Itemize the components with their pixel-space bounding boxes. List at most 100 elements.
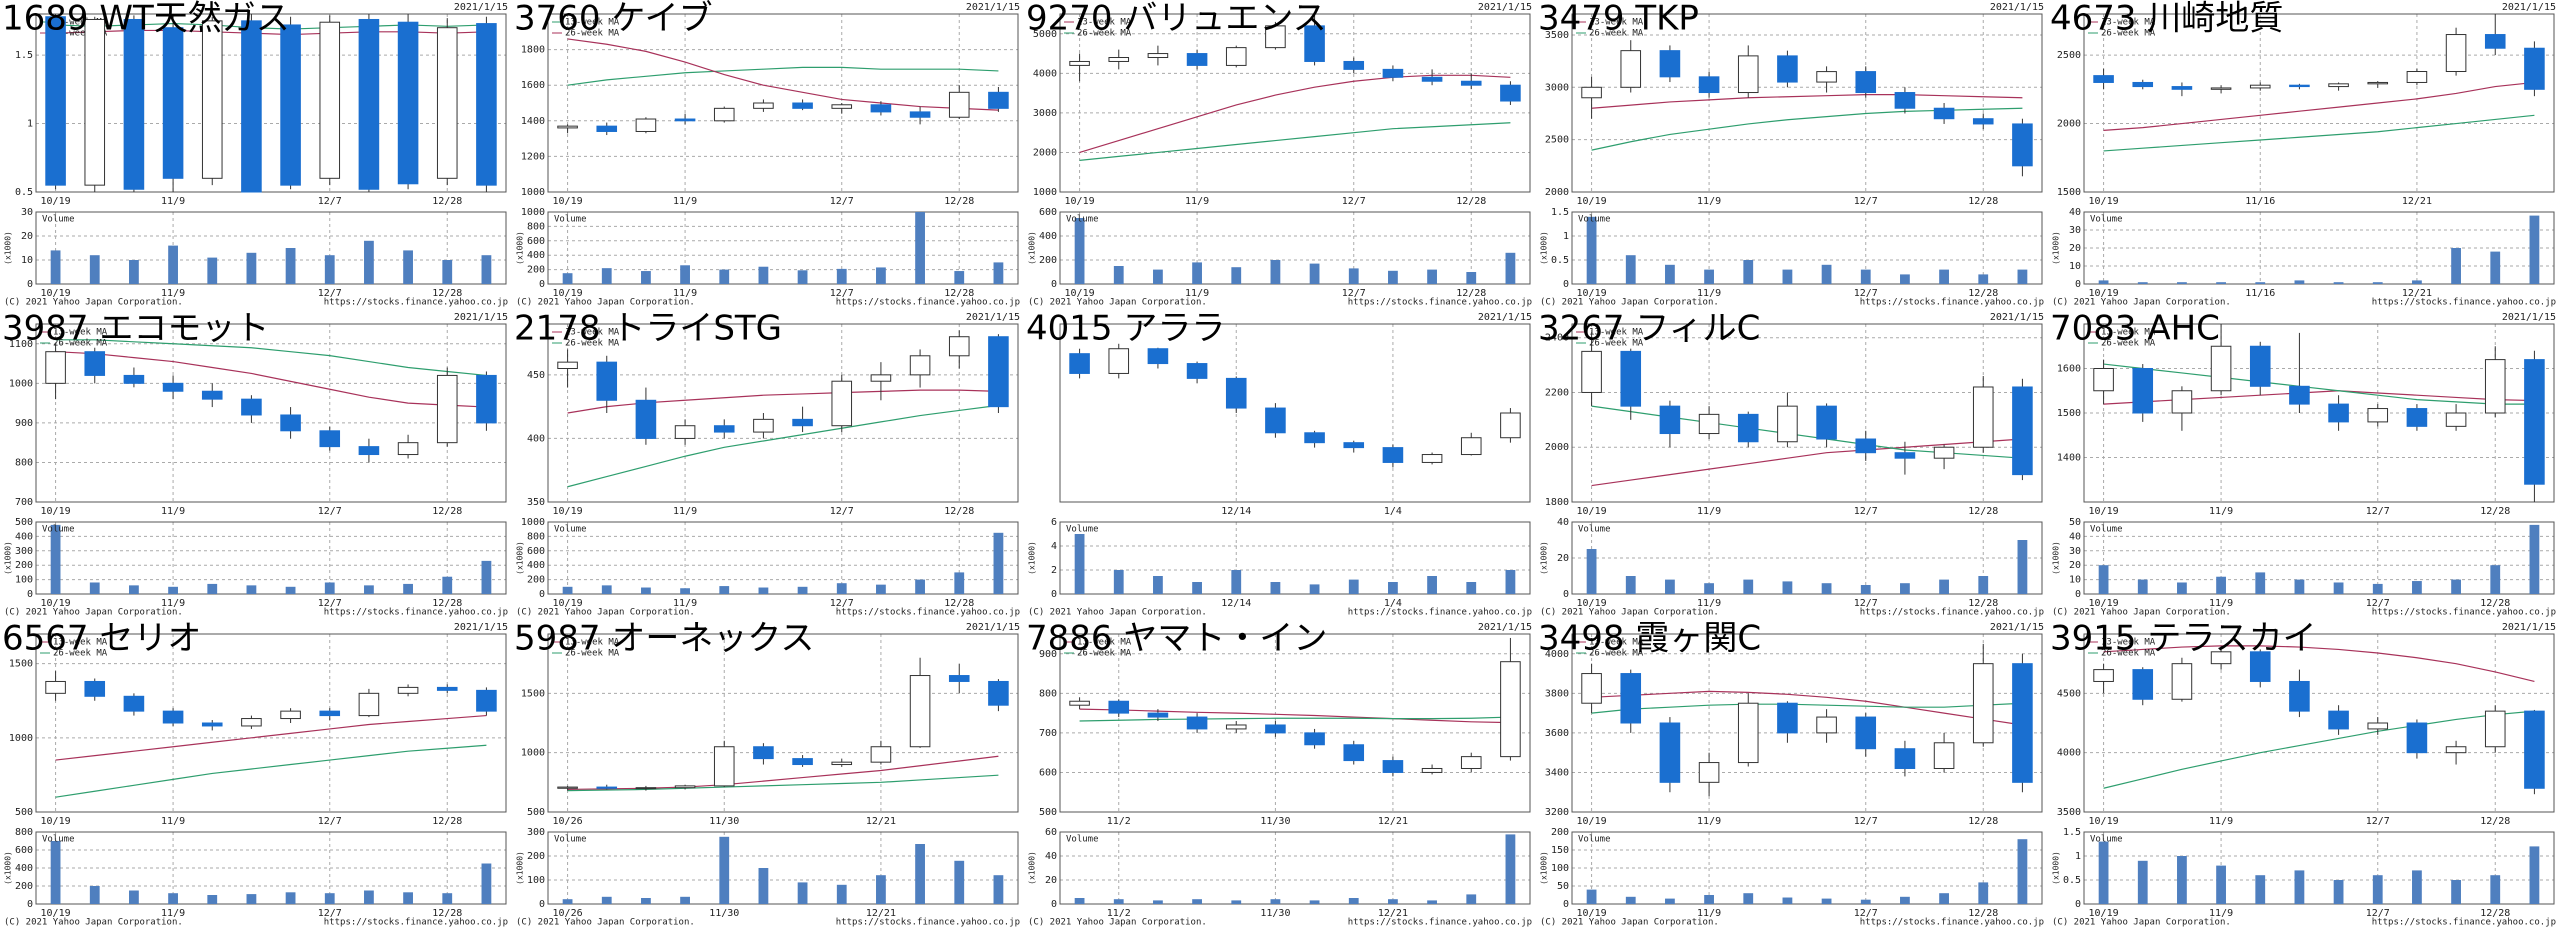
copyright: (C) 2021 Yahoo Japan Corporation.	[516, 298, 695, 308]
candle-body	[397, 21, 419, 185]
candle-body	[1777, 55, 1798, 83]
y-tick-label: 400	[1039, 231, 1057, 242]
x-tick-label: 11/30	[1260, 816, 1290, 827]
x-tick-label: 12/7	[2366, 506, 2390, 517]
chart-title: 3498 霞ヶ関C	[1538, 619, 1761, 659]
volume-bar	[2216, 865, 2226, 904]
candle-body	[909, 355, 931, 376]
volume-bar	[2137, 282, 2148, 284]
volume-bar	[876, 267, 886, 284]
y-tick-label: 50	[1557, 881, 1569, 892]
moving-average	[1079, 122, 1511, 161]
x-tick-label: 10/19	[41, 816, 71, 827]
y-tick-label: 1400	[2057, 453, 2081, 464]
candle-body	[2012, 663, 2033, 783]
volume-bar	[1192, 262, 1202, 284]
volume-label: Volume	[554, 525, 587, 535]
plot-frame	[547, 633, 1019, 813]
candle-body	[1894, 92, 1916, 109]
candle-body	[2249, 651, 2271, 682]
volume-bar	[2098, 841, 2109, 904]
volume-bar	[1743, 579, 1754, 594]
candle-body	[2524, 710, 2545, 789]
candle-body	[1933, 107, 1955, 120]
volume-label: Volume	[1066, 525, 1099, 535]
y-tick-label: 800	[15, 457, 33, 468]
candle-body	[1816, 71, 1837, 83]
volume-bar	[1348, 898, 1359, 904]
volume-label: Volume	[1578, 525, 1611, 535]
x-tick-label: 10/19	[2089, 506, 2119, 517]
x-tick-label: 11/9	[1697, 506, 1721, 517]
candle-body	[1225, 724, 1247, 730]
volume-bar	[168, 245, 178, 284]
y-tick-label: 0	[27, 899, 33, 910]
x-tick-label: 12/21	[1378, 908, 1408, 919]
volume-bar	[1074, 534, 1085, 594]
candle-body	[358, 692, 380, 717]
x-tick-label: 11/9	[673, 288, 697, 299]
x-tick-label: 11/9	[2209, 598, 2233, 609]
y-tick-label: 500	[1039, 807, 1057, 818]
candle-body	[123, 18, 145, 190]
candle-body	[1460, 437, 1482, 456]
legend-label: 26-week MA	[2101, 29, 2156, 39]
y-tick-label: 400	[527, 560, 545, 571]
copyright: (C) 2021 Yahoo Japan Corporation.	[2052, 608, 2231, 618]
x-tick-label: 12/7	[830, 506, 854, 517]
legend-label: 26-week MA	[53, 29, 108, 39]
y-tick-label: 1	[1563, 231, 1569, 242]
y-tick-label: 500	[15, 807, 33, 818]
y-tick-label: 1.5	[1551, 207, 1569, 218]
x-tick-label: 10/19	[41, 908, 71, 919]
x-tick-label: 10/19	[553, 288, 583, 299]
volume-bar	[442, 893, 453, 904]
candle-body	[2484, 710, 2506, 748]
x-tick-label: 10/19	[1065, 196, 1095, 207]
x-tick-label: 11/9	[1697, 816, 1721, 827]
x-tick-label: 12/7	[318, 908, 342, 919]
x-tick-label: 12/28	[2480, 598, 2510, 609]
x-tick-label: 10/19	[41, 288, 71, 299]
candle-body	[1460, 80, 1482, 86]
y-tick-label: 2000	[2057, 119, 2081, 130]
moving-average	[2103, 81, 2535, 131]
plot-frame	[1059, 831, 1531, 905]
candle-body	[2484, 359, 2506, 414]
volume-bar	[876, 875, 886, 904]
volume-bar	[2451, 579, 2461, 594]
source-url: https://stocks.finance.yahoo.co.jp	[2372, 298, 2556, 308]
y-tick-label: 2000	[1033, 147, 1057, 158]
chart-title: 7083 AHC	[2050, 309, 2220, 349]
candle-body	[2171, 86, 2193, 90]
plot-frame	[35, 323, 507, 503]
candle-body	[476, 374, 497, 424]
y-tick-label: 600	[15, 845, 33, 856]
x-tick-label: 12/7	[1854, 908, 1878, 919]
plot-frame	[35, 13, 507, 193]
volume-bar	[1586, 549, 1597, 594]
x-tick-label: 12/28	[432, 816, 462, 827]
plot-frame	[2083, 521, 2555, 595]
volume-bar	[207, 583, 218, 594]
y-tick-label: 1000	[9, 378, 33, 389]
candle-body	[1069, 700, 1090, 706]
volume-bar	[1466, 894, 1477, 904]
x-tick-label: 12/21	[2402, 196, 2432, 207]
y-tick-label: 100	[15, 575, 33, 586]
candle-body	[1972, 118, 1994, 125]
volume-bar	[2372, 875, 2383, 904]
volume-bar	[680, 265, 690, 284]
y-tick-label: 800	[1039, 688, 1057, 699]
x-tick-label: 12/28	[1968, 506, 1998, 517]
volume-unit: (x1000)	[2052, 541, 2061, 575]
legend-label: 13-week MA	[565, 328, 620, 338]
candle-body	[1343, 60, 1365, 70]
candle-body	[45, 351, 66, 384]
candle-body	[713, 107, 735, 122]
candle-body	[2210, 651, 2232, 665]
plot-frame	[547, 831, 1019, 905]
y-tick-label: 40	[1557, 517, 1569, 528]
source-url: https://stocks.finance.yahoo.co.jp	[2372, 918, 2556, 928]
